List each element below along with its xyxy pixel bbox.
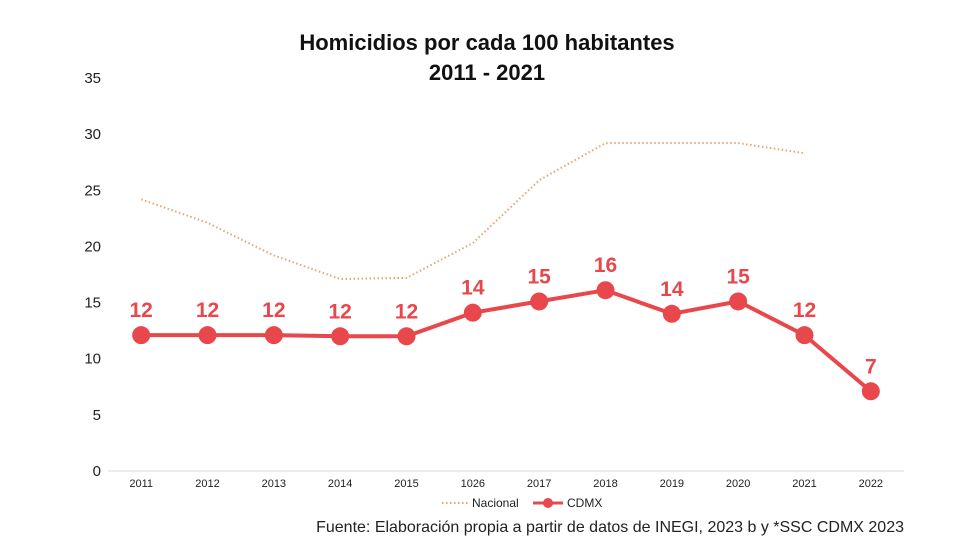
data-point-cdmx [729, 292, 748, 311]
legend-nacional-label: Nacional [472, 496, 519, 510]
data-label-cdmx: 12 [196, 299, 219, 322]
data-point-cdmx [795, 326, 814, 345]
x-tick-label: 2021 [792, 478, 816, 490]
x-tick-label: 2022 [859, 478, 883, 490]
x-tick-label: 2020 [726, 478, 750, 490]
data-label-cdmx: 12 [262, 299, 285, 322]
data-point-cdmx [463, 303, 482, 322]
data-label-cdmx: 14 [660, 278, 684, 301]
y-axis: 0 5 10 15 20 25 30 35 [84, 70, 101, 480]
data-label-cdmx: 14 [461, 277, 485, 300]
data-label-cdmx: 12 [129, 299, 152, 322]
legend: Nacional CDMX [442, 496, 602, 510]
x-axis: 2011 2012 2013 2014 2015 1026 2017 2018 2019 2020… [129, 478, 883, 490]
y-tick-label: 10 [84, 351, 101, 368]
x-tick-label: 2015 [394, 478, 418, 490]
data-point-cdmx [662, 304, 681, 323]
x-tick-label: 2014 [328, 478, 352, 490]
data-label-cdmx: 12 [328, 300, 351, 323]
y-tick-label: 20 [84, 238, 101, 255]
y-tick-label: 15 [84, 295, 101, 312]
data-label-cdmx: 15 [527, 265, 551, 288]
data-label-cdmx: 7 [865, 355, 877, 378]
x-tick-label: 2011 [129, 478, 153, 490]
series-layer: 12 12 12 12 12 14 15 16 14 15 12 7 [129, 142, 880, 401]
y-tick-label: 30 [84, 126, 101, 143]
series-line-cdmx [141, 288, 873, 393]
y-tick-label: 0 [93, 463, 101, 480]
legend-cdmx-label: CDMX [567, 496, 602, 510]
data-label-cdmx: 15 [726, 265, 750, 288]
x-tick-label: 2013 [262, 478, 286, 490]
data-label-cdmx: 12 [395, 300, 418, 323]
x-tick-label: 2018 [593, 478, 617, 490]
chart-title: Homicidios por cada 100 habitantes [299, 30, 674, 55]
x-tick-label: 2017 [527, 478, 551, 490]
chart-subtitle: 2011 - 2021 [429, 60, 545, 85]
x-tick-label: 1026 [461, 478, 485, 490]
series-line-nacional [140, 142, 805, 281]
data-point-cdmx [264, 326, 283, 345]
data-point-cdmx [530, 292, 549, 311]
data-label-cdmx: 12 [793, 299, 816, 322]
y-tick-label: 5 [93, 407, 101, 424]
data-point-cdmx [198, 326, 217, 345]
data-point-cdmx [397, 327, 416, 346]
legend-cdmx-marker [543, 498, 553, 508]
data-point-cdmx [596, 281, 615, 300]
x-tick-label: 2019 [660, 478, 684, 490]
x-tick-label: 2012 [195, 478, 219, 490]
data-point-cdmx [861, 382, 880, 401]
data-label-cdmx: 16 [594, 254, 617, 277]
y-tick-label: 35 [84, 70, 101, 87]
data-point-cdmx [132, 326, 151, 345]
y-tick-label: 25 [84, 182, 101, 199]
data-point-cdmx [331, 327, 350, 346]
source-note: Fuente: Elaboración propia a partir de d… [316, 519, 904, 536]
